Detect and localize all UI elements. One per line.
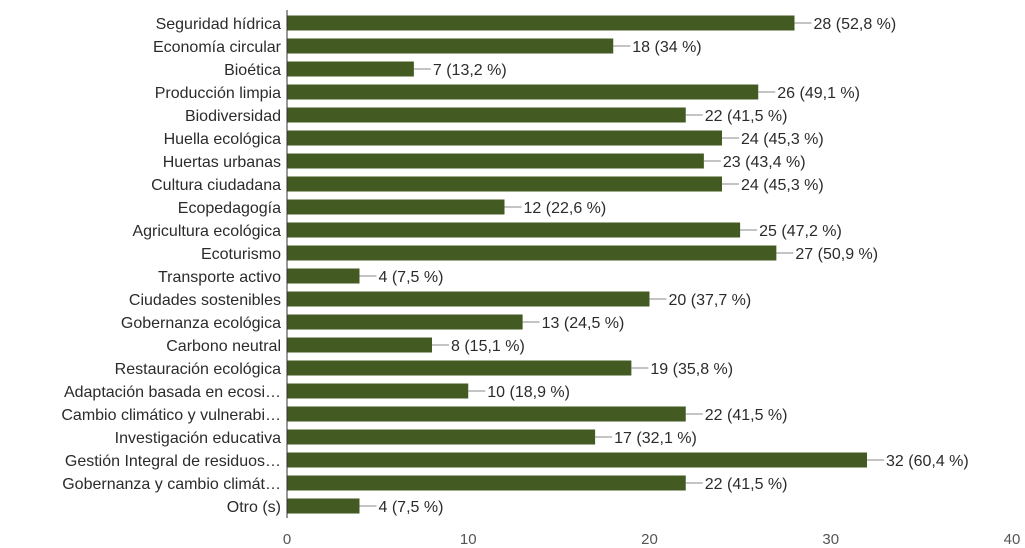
data-label: 20 (37,7 %) <box>669 292 752 309</box>
data-label: 13 (24,5 %) <box>542 315 625 332</box>
bar <box>287 222 741 238</box>
bar <box>287 245 777 261</box>
category-label: Gestión Integral de residuos… <box>65 453 281 470</box>
bar <box>287 452 867 468</box>
data-label: 8 (15,1 %) <box>451 338 525 355</box>
data-label: 4 (7,5 %) <box>379 269 444 286</box>
data-label: 32 (60,4 %) <box>886 453 969 470</box>
category-label: Economía circular <box>153 39 282 56</box>
bar <box>287 61 414 77</box>
bar <box>287 15 795 31</box>
category-label: Restauración ecológica <box>115 361 281 378</box>
data-label: 17 (32,1 %) <box>614 430 697 447</box>
data-label: 10 (18,9 %) <box>487 384 570 401</box>
data-label: 24 (45,3 %) <box>741 177 824 194</box>
category-label: Bioética <box>224 62 281 79</box>
category-label: Cambio climático y vulnerabi… <box>61 407 281 424</box>
bar <box>287 130 722 146</box>
data-label: 4 (7,5 %) <box>379 499 444 516</box>
data-label: 28 (52,8 %) <box>814 16 897 33</box>
bar <box>287 291 650 307</box>
x-tick-label: 30 <box>822 531 839 548</box>
category-label: Agricultura ecológica <box>132 223 281 240</box>
bar <box>287 38 614 54</box>
bar <box>287 475 686 491</box>
category-label: Carbono neutral <box>166 338 281 355</box>
data-label: 22 (41,5 %) <box>705 108 788 125</box>
bar <box>287 84 759 100</box>
bar <box>287 429 596 445</box>
x-tick-label: 40 <box>1004 531 1021 548</box>
x-tick-labels-group: 0 10 20 30 40 <box>283 531 1021 548</box>
category-label: Producción limpia <box>155 85 281 102</box>
data-label: 18 (34 %) <box>632 39 701 56</box>
category-labels-group: Seguridad hídrica Economía circular Bioéti… <box>61 16 281 516</box>
bar <box>287 314 523 330</box>
category-label: Huertas urbanas <box>163 154 281 171</box>
data-label: 24 (45,3 %) <box>741 131 824 148</box>
data-labels-group: 28 (52,8 %) 18 (34 %) 7 (13,2 %) 26 (49,1 %… <box>359 16 969 516</box>
data-label: 25 (47,2 %) <box>759 223 842 240</box>
category-label: Ecoturismo <box>201 246 281 263</box>
bar <box>287 498 360 514</box>
category-label: Ciudades sostenibles <box>129 292 281 309</box>
data-label: 26 (49,1 %) <box>777 85 860 102</box>
bar <box>287 107 686 123</box>
category-label: Seguridad hídrica <box>156 16 282 33</box>
category-label: Huella ecológica <box>164 131 282 148</box>
x-tick-label: 20 <box>641 531 658 548</box>
data-label: 19 (35,8 %) <box>650 361 733 378</box>
category-label: Ecopedagogía <box>178 200 281 217</box>
data-label: 22 (41,5 %) <box>705 476 788 493</box>
bars-group <box>287 15 867 514</box>
bar <box>287 153 704 169</box>
bar <box>287 199 505 215</box>
bar <box>287 176 722 192</box>
data-label: 12 (22,6 %) <box>524 200 607 217</box>
category-label: Adaptación basada en ecosi… <box>64 384 281 401</box>
category-label: Gobernanza ecológica <box>121 315 281 332</box>
category-label: Otro (s) <box>227 499 281 516</box>
bar <box>287 360 632 376</box>
category-label: Investigación educativa <box>115 430 281 447</box>
x-tick-label: 0 <box>283 531 291 548</box>
data-label: 23 (43,4 %) <box>723 154 806 171</box>
category-label: Biodiversidad <box>185 108 281 125</box>
x-tick-label: 10 <box>460 531 477 548</box>
category-label: Cultura ciudadana <box>151 177 281 194</box>
bar <box>287 268 360 284</box>
bar <box>287 383 469 399</box>
bar <box>287 337 432 353</box>
data-label: 22 (41,5 %) <box>705 407 788 424</box>
category-label: Gobernanza y cambio climát… <box>62 476 281 493</box>
data-label: 27 (50,9 %) <box>795 246 878 263</box>
category-label: Transporte activo <box>158 269 281 286</box>
data-label: 7 (13,2 %) <box>433 62 507 79</box>
bar <box>287 406 686 422</box>
